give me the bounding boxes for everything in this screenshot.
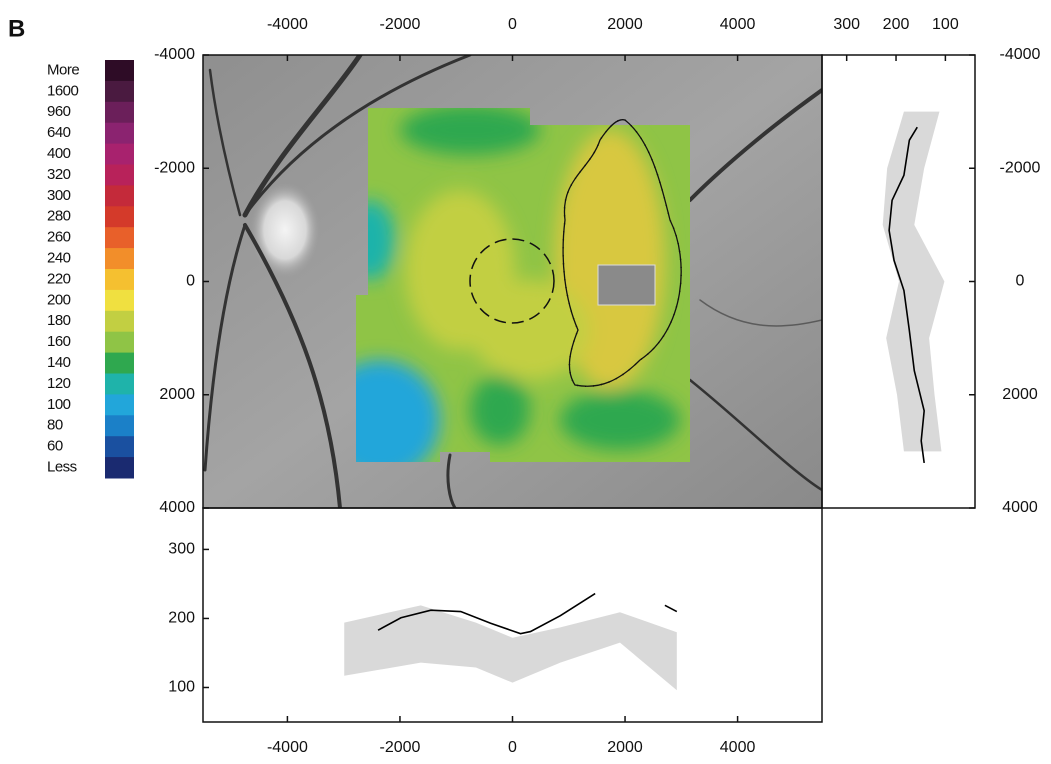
y-tick-label: -4000 [1000, 46, 1041, 63]
color-swatch [105, 165, 134, 186]
color-swatch [105, 394, 134, 415]
x-tick-label: -2000 [379, 739, 420, 756]
x-tick-label: 4000 [720, 739, 756, 756]
x-tick-label: -2000 [379, 16, 420, 33]
figure: B -4000-2000020004000-4000-2000020004000… [0, 0, 1051, 764]
color-swatch [105, 248, 134, 269]
colorbar-label: 1600 [47, 82, 79, 99]
y-tick-label: 0 [186, 273, 195, 290]
color-swatch [105, 144, 134, 165]
colorbar-label: More [47, 61, 79, 78]
color-swatch [105, 269, 134, 290]
colorbar-label: 60 [47, 438, 63, 455]
colorbar-label: 100 [47, 396, 71, 413]
colorbar-label: 640 [47, 124, 71, 141]
color-swatch [105, 436, 134, 457]
y-tick-label: 0 [1016, 273, 1025, 290]
colorbar-label: Less [47, 459, 77, 476]
x-tick-label: 0 [508, 16, 517, 33]
color-swatch [105, 332, 134, 353]
range-band [344, 605, 677, 690]
y-tick-label: 200 [168, 610, 195, 627]
color-swatch [105, 185, 134, 206]
color-swatch [105, 206, 134, 227]
x-tick-label: 0 [508, 739, 517, 756]
x-tick-label: 100 [932, 16, 959, 33]
panel-label: B [8, 15, 25, 42]
color-swatch [105, 81, 134, 102]
x-tick-label: 2000 [607, 16, 643, 33]
colorbar-label: 960 [47, 103, 71, 120]
colorbar-label: 220 [47, 270, 71, 287]
y-tick-label: 4000 [1002, 499, 1038, 516]
colorbar-label: 320 [47, 166, 71, 183]
range-band [883, 112, 945, 452]
x-tick-label: -4000 [267, 739, 308, 756]
colorbar-label: 260 [47, 229, 71, 246]
colorbar-label: 180 [47, 312, 71, 329]
color-swatch [105, 353, 134, 374]
colorbar-label: 80 [47, 417, 63, 434]
x-tick-label: 300 [833, 16, 860, 33]
colorbar-label: 200 [47, 291, 71, 308]
y-tick-label: 300 [168, 541, 195, 558]
color-swatch [105, 311, 134, 332]
y-tick-label: 2000 [159, 386, 195, 403]
bottom-frame [203, 508, 822, 722]
x-tick-label: 2000 [607, 739, 643, 756]
x-tick-label: 4000 [720, 16, 756, 33]
y-tick-label: 100 [168, 679, 195, 696]
colorbar-label: 280 [47, 208, 71, 225]
color-swatch [105, 290, 134, 311]
x-tick-label: -4000 [267, 16, 308, 33]
y-tick-label: 2000 [1002, 386, 1038, 403]
color-swatch [105, 123, 134, 144]
color-swatch [105, 60, 134, 81]
color-swatch [105, 374, 134, 395]
y-tick-label: -2000 [154, 159, 195, 176]
gray-square [598, 265, 655, 305]
colorbar-label: 400 [47, 145, 71, 162]
y-tick-label: -2000 [1000, 159, 1041, 176]
color-swatch [105, 227, 134, 248]
color-swatch [105, 415, 134, 436]
y-tick-label: -4000 [154, 46, 195, 63]
colorbar-label: 160 [47, 333, 71, 350]
color-swatch [105, 102, 134, 123]
colorbar-label: 300 [47, 187, 71, 204]
colorbar-label: 240 [47, 250, 71, 267]
right-frame [822, 55, 975, 508]
colorbar-label: 140 [47, 354, 71, 371]
y-tick-label: 4000 [159, 499, 195, 516]
page: {"label":"B", "chart_data":[ {"type":"ma… [0, 0, 1051, 764]
colorbar-label: 120 [47, 375, 71, 392]
x-tick-label: 200 [883, 16, 910, 33]
color-swatch [105, 457, 134, 478]
